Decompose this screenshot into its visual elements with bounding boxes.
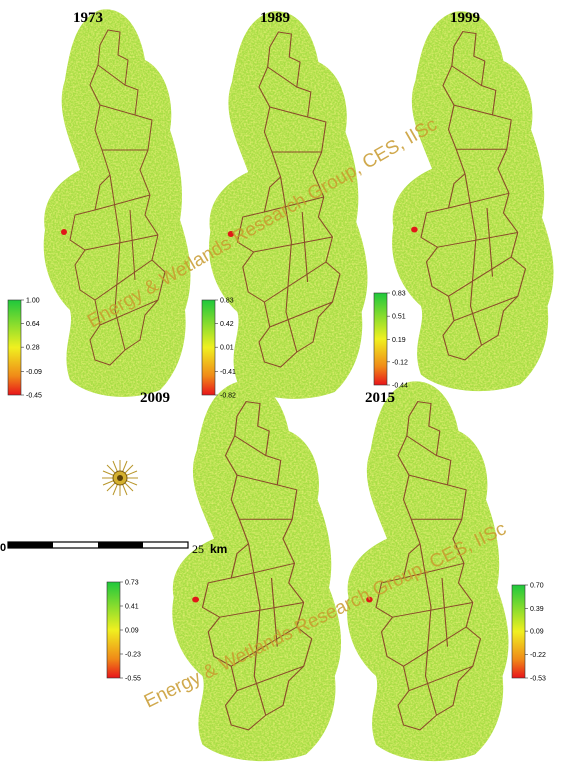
map-1999 (392, 11, 553, 391)
colorbar-label: 0.28 (26, 345, 40, 352)
colorbar-label: 0.19 (392, 337, 406, 344)
colorbar-label: -0.22 (530, 652, 546, 659)
year-label: 1989 (260, 10, 290, 26)
map-2009 (172, 381, 341, 761)
map-1973 (44, 9, 191, 396)
colorbar-label: 0.70 (530, 583, 544, 590)
colorbar-label: -0.23 (125, 652, 141, 659)
colorbar (511, 584, 526, 679)
colorbar-label: 0.39 (530, 606, 544, 613)
colorbar-label: -0.41 (220, 369, 236, 376)
colorbar-label: 0.09 (530, 629, 544, 636)
scale-end: 25 (192, 542, 204, 556)
year-label: 1973 (73, 10, 103, 26)
colorbar-label: 0.64 (26, 321, 40, 328)
scale-bar (7, 541, 189, 549)
colorbar-label: -0.55 (125, 676, 141, 683)
colorbar-label: 0.41 (125, 604, 139, 611)
year-label: 1999 (450, 10, 480, 26)
colorbar (373, 292, 388, 386)
colorbar (7, 299, 22, 396)
year-label: 2009 (140, 390, 170, 406)
colorbar-label: 0.01 (220, 345, 234, 352)
colorbar-label: 0.51 (392, 314, 406, 321)
colorbar-label: -0.45 (26, 393, 42, 400)
colorbar (201, 299, 216, 396)
scale-start: 0 (0, 542, 6, 554)
colorbar-label: -0.09 (26, 369, 42, 376)
colorbar-label: 0.09 (125, 628, 139, 635)
compass (102, 460, 138, 496)
colorbar-label: 1.00 (26, 298, 40, 305)
colorbar-label: -0.82 (220, 393, 236, 400)
colorbar-label: -0.12 (392, 359, 408, 366)
scale-unit: km (210, 542, 227, 556)
colorbar (106, 581, 121, 679)
year-label: 2015 (365, 390, 395, 406)
colorbar-label: 0.83 (220, 298, 234, 305)
colorbar-label: 0.83 (392, 291, 406, 298)
colorbar-label: 0.73 (125, 580, 139, 587)
colorbar-label: 0.42 (220, 321, 234, 328)
colorbar-label: -0.44 (392, 383, 408, 390)
colorbar-label: -0.53 (530, 676, 546, 683)
